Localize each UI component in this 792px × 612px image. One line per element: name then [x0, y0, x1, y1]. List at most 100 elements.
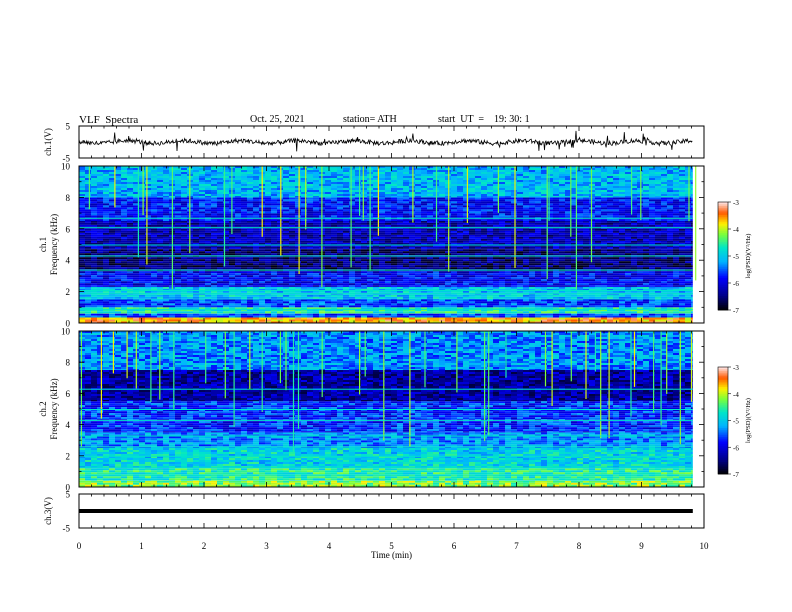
heatmap-cell: [343, 294, 349, 297]
heatmap-cell: [355, 263, 361, 266]
heatmap-cell: [157, 301, 163, 304]
heatmap-cell: [331, 311, 337, 314]
heatmap-cell: [679, 275, 685, 278]
heatmap-cell: [427, 220, 433, 223]
heatmap-cell: [691, 236, 693, 239]
heatmap-cell: [439, 317, 445, 320]
heatmap-cell: [631, 230, 637, 233]
heatmap-cell: [283, 290, 289, 293]
heatmap-cell: [661, 281, 667, 284]
heatmap-cell: [91, 283, 97, 286]
heatmap-cell: [157, 253, 163, 256]
heatmap-cell: [517, 299, 523, 302]
heatmap-cell: [109, 265, 115, 268]
heatmap-cell: [517, 309, 523, 312]
heatmap-cell: [163, 261, 169, 264]
heatmap-cell: [253, 273, 259, 276]
heatmap-cell: [295, 273, 301, 276]
heatmap-cell: [355, 273, 361, 276]
heatmap-cell: [193, 298, 199, 300]
heatmap-cell: [499, 222, 505, 225]
heatmap-cell: [577, 307, 583, 310]
heatmap-cell: [217, 296, 223, 299]
heatmap-cell: [433, 277, 439, 280]
heatmap-cell: [547, 257, 553, 260]
heatmap-cell: [499, 220, 505, 223]
heatmap-cell: [379, 298, 385, 300]
heatmap-cell: [235, 290, 241, 293]
heatmap-cell: [631, 298, 637, 300]
heatmap-cell: [241, 286, 247, 289]
heatmap-cell: [463, 220, 469, 223]
heatmap-cell: [523, 277, 529, 280]
heatmap-cell: [403, 303, 409, 306]
heatmap-cell: [439, 261, 445, 264]
heatmap-cell: [391, 321, 397, 323]
heatmap-cell: [151, 273, 157, 276]
heatmap-cell: [655, 305, 661, 308]
heatmap-cell: [553, 267, 559, 270]
heatmap-cell: [127, 273, 133, 276]
heatmap-cell: [685, 317, 691, 320]
heatmap-cell: [589, 298, 595, 300]
heatmap-cell: [271, 263, 277, 266]
heatmap-cell: [199, 265, 205, 268]
heatmap-cell: [571, 234, 577, 237]
heatmap-cell: [133, 294, 139, 297]
heatmap-cell: [637, 265, 643, 268]
heatmap-cell: [385, 296, 391, 299]
heatmap-cell: [637, 263, 643, 266]
heatmap-cell: [271, 296, 277, 299]
heatmap-cell: [127, 277, 133, 280]
heatmap-cell: [595, 315, 601, 318]
heatmap-cell: [397, 228, 403, 231]
heatmap-cell: [127, 319, 133, 322]
heatmap-cell: [595, 259, 601, 262]
heatmap-cell: [433, 267, 439, 270]
heatmap-cell: [391, 263, 397, 266]
heatmap-cell: [397, 309, 403, 312]
heatmap-cell: [517, 286, 523, 289]
heatmap-cell: [205, 232, 211, 235]
heatmap-cell: [535, 259, 541, 262]
heatmap-cell: [193, 230, 199, 233]
heatmap-cell: [163, 249, 169, 252]
heatmap-cell: [109, 307, 115, 310]
heatmap-cell: [667, 271, 673, 274]
heatmap-cell: [529, 271, 535, 274]
heatmap-cell: [223, 234, 229, 237]
heatmap-cell: [307, 283, 313, 286]
heatmap-cell: [121, 228, 127, 231]
heatmap-cell: [643, 303, 649, 306]
heatmap-cell: [415, 277, 421, 280]
heatmap-cell: [283, 285, 289, 287]
heatmap-cell: [319, 299, 325, 302]
heatmap-cell: [337, 290, 343, 293]
heatmap-cell: [175, 236, 181, 239]
heatmap-cell: [379, 236, 385, 239]
heatmap-cell: [319, 305, 325, 308]
heatmap-cell: [85, 273, 91, 276]
heatmap-cell: [625, 257, 631, 260]
heatmap-cell: [505, 286, 511, 289]
heatmap-cell: [361, 228, 367, 231]
heatmap-cell: [145, 303, 151, 306]
heatmap-cell: [373, 321, 379, 323]
heatmap-cell: [517, 298, 523, 300]
heatmap-cell: [601, 230, 607, 233]
heatmap-cell: [601, 275, 607, 278]
heatmap-cell: [457, 265, 463, 268]
heatmap-cell: [115, 263, 121, 266]
heatmap-cell: [529, 228, 535, 231]
heatmap-cell: [361, 288, 367, 291]
heatmap-cell: [565, 271, 571, 274]
heatmap-cell: [421, 288, 427, 291]
heatmap-cell: [247, 321, 253, 323]
heatmap-cell: [349, 309, 355, 312]
heatmap-cell: [157, 273, 163, 276]
heatmap-cell: [541, 249, 547, 252]
heatmap-cell: [307, 253, 313, 256]
heatmap-cell: [247, 271, 253, 274]
heatmap-cell: [553, 313, 559, 316]
heatmap-cell: [493, 307, 499, 310]
